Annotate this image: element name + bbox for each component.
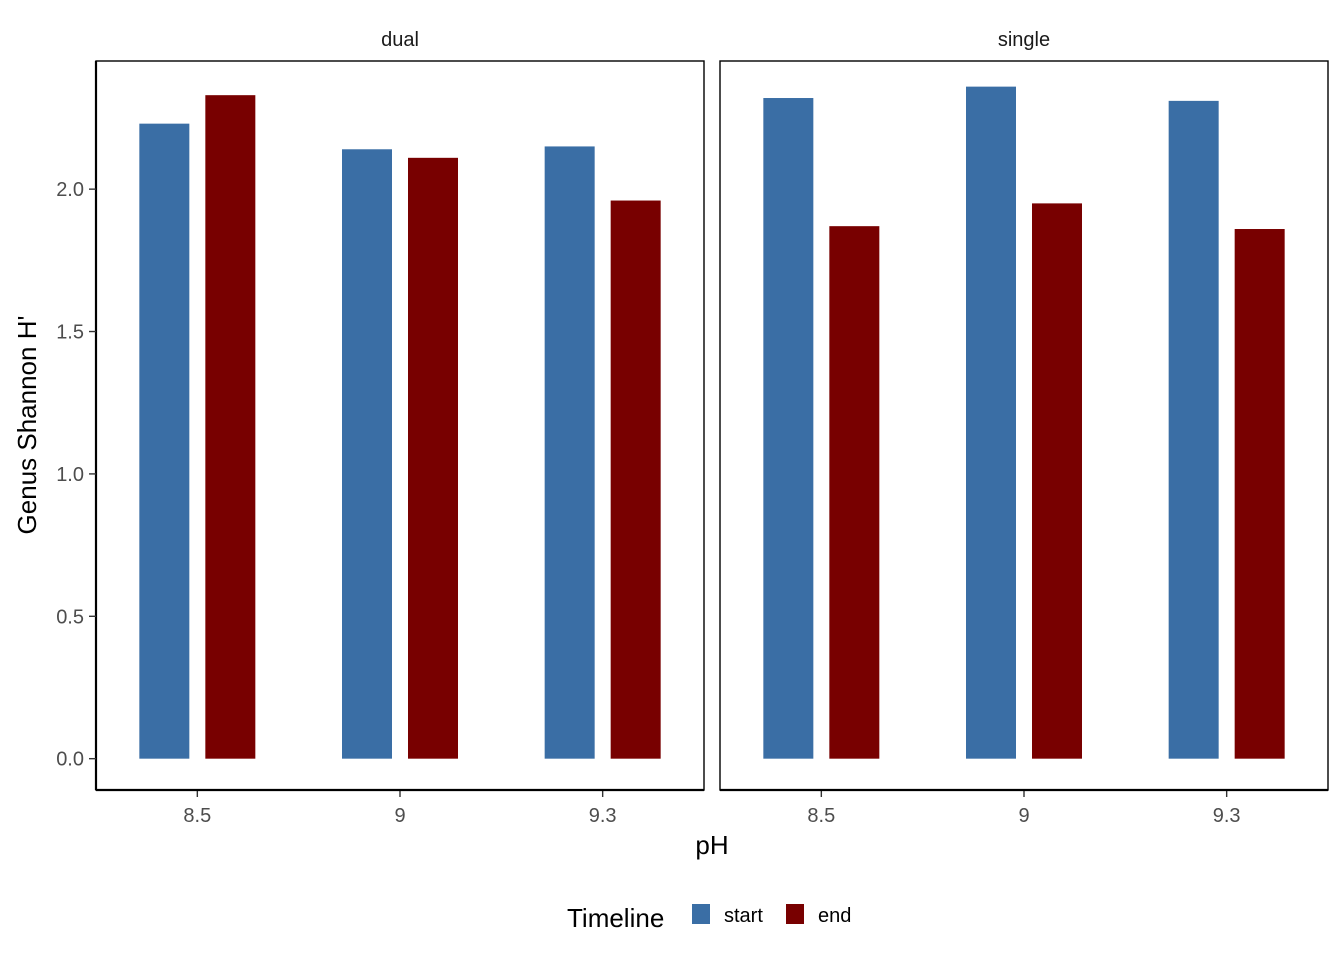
bar-dual-9-start (342, 149, 392, 759)
y-tick-label: 1.5 (56, 322, 84, 344)
y-axis: 0.0 0.5 1.0 1.5 2.0 (56, 61, 98, 790)
bar-dual-9.3-end (610, 200, 661, 759)
legend-swatch-start (692, 904, 710, 924)
bar-single-8.5-start (763, 98, 814, 759)
y-tick-label: 0.0 (56, 749, 84, 771)
x-tick-label: 9 (1018, 805, 1029, 827)
legend-entries: start end (692, 904, 851, 927)
panels-layer: dual single (95, 29, 1329, 791)
legend-swatch-end (786, 904, 804, 924)
bar-dual-8.5-end (205, 95, 256, 759)
legend: Timeline start end (567, 903, 851, 933)
x-tick-label: 9.3 (1213, 805, 1241, 827)
bar-single-9-start (966, 86, 1016, 759)
y-tick-label: 2.0 (56, 179, 84, 201)
x-axis: 8.5 9 9.3 8.5 9 9.3 (96, 788, 1328, 827)
x-tick-label: 9.3 (589, 805, 617, 827)
bar-single-9.3-start (1168, 100, 1219, 759)
x-tick-label: 8.5 (183, 805, 211, 827)
bar-single-9.3-end (1234, 229, 1285, 759)
facet-strip-label: single (998, 29, 1050, 51)
y-tick-label: 1.0 (56, 464, 84, 486)
x-tick-label: 8.5 (807, 805, 835, 827)
x-tick-label: 9 (394, 805, 405, 827)
bar-dual-9-end (408, 157, 458, 759)
y-tick-label: 0.5 (56, 606, 84, 628)
legend-label-end: end (818, 905, 851, 927)
facet-panel-single: single (719, 29, 1329, 791)
bar-single-9-end (1032, 203, 1082, 759)
x-axis-title: pH (695, 830, 728, 860)
y-axis-title: Genus Shannon H' (12, 316, 42, 535)
facet-strip-label: dual (381, 29, 419, 51)
bar-single-8.5-end (829, 226, 880, 759)
legend-label-start: start (724, 905, 763, 927)
facet-panel-dual: dual (95, 29, 705, 791)
legend-title: Timeline (567, 903, 664, 933)
bar-dual-9.3-start (544, 146, 595, 759)
bar-dual-8.5-start (139, 123, 190, 759)
